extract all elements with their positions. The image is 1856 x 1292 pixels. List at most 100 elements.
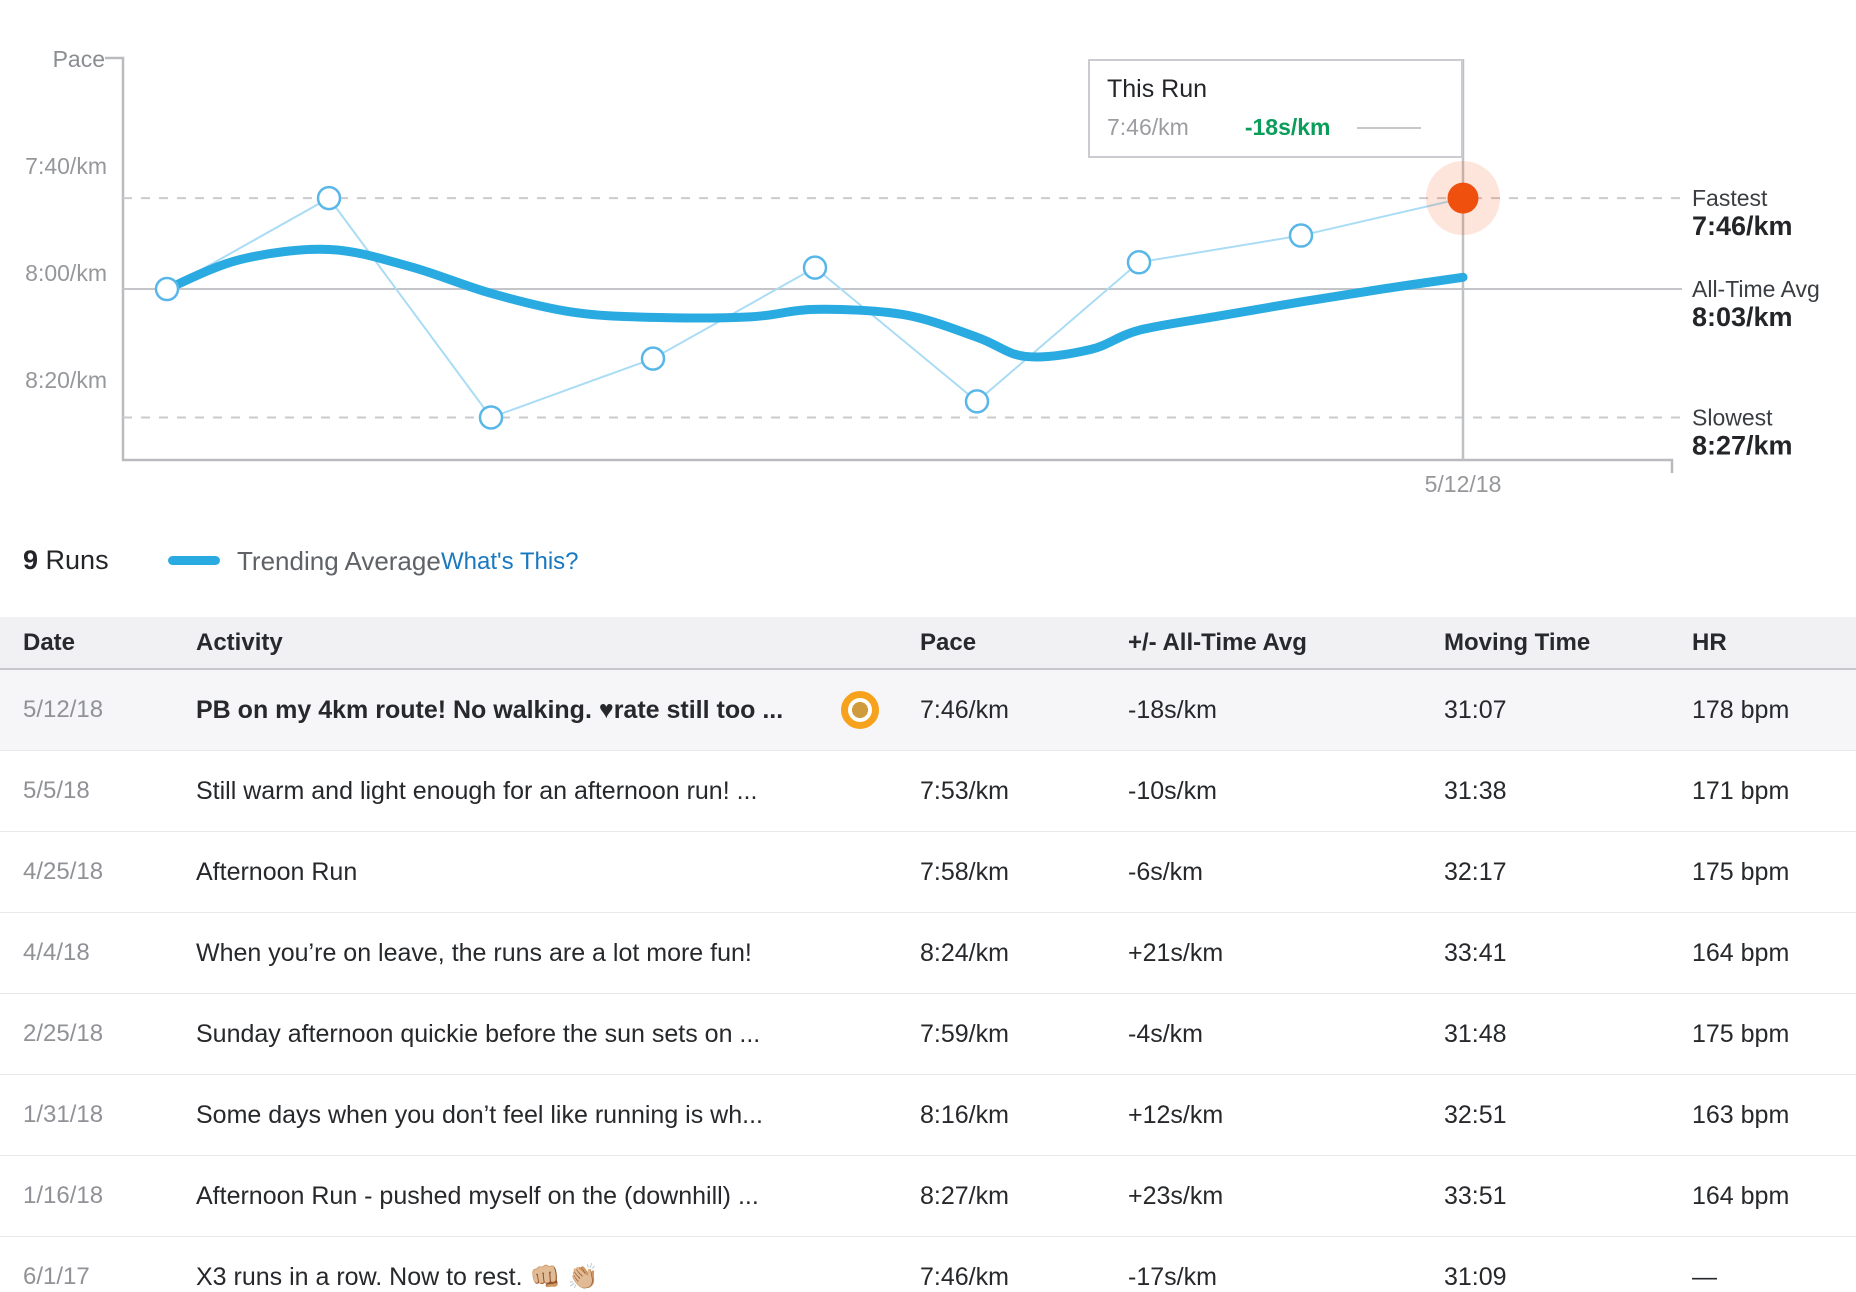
highlighted-run-point[interactable] xyxy=(1447,182,1479,214)
run-point[interactable] xyxy=(640,346,666,371)
run-hr: 175 bpm xyxy=(1669,993,1856,1075)
run-pace: 7:59/km xyxy=(897,993,1105,1075)
run-delta-all-time-avg: -17s/km xyxy=(1105,1236,1421,1292)
run-point[interactable] xyxy=(1126,250,1152,275)
ref-label-name: Fastest xyxy=(1692,185,1768,211)
column-header-activity: Activity xyxy=(173,617,897,670)
column-header-all-time-avg: +/- All-Time Avg xyxy=(1105,617,1421,670)
run-date: 5/5/18 xyxy=(0,750,173,832)
run-activity-title: Still warm and light enough for an after… xyxy=(196,776,758,805)
run-point[interactable] xyxy=(964,389,990,414)
run-activity: Afternoon Run - pushed myself on the (do… xyxy=(173,1155,897,1237)
run-point[interactable] xyxy=(1288,223,1314,248)
column-header-pace: Pace xyxy=(897,617,1105,670)
run-delta-all-time-avg: -6s/km xyxy=(1105,831,1421,913)
run-moving-time: 31:09 xyxy=(1421,1236,1669,1292)
runs-table: Date Activity Pace +/- All-Time Avg Movi… xyxy=(0,617,1856,1292)
run-date: 2/25/18 xyxy=(0,993,173,1075)
y-axis-tick-label: 8:20/km xyxy=(25,367,107,393)
runs-table-body: 5/12/18 PB on my 4km route! No walking. ♥… xyxy=(0,669,1856,1292)
run-moving-time: 31:38 xyxy=(1421,750,1669,832)
run-date: 4/25/18 xyxy=(0,831,173,913)
run-pace: 8:16/km xyxy=(897,1074,1105,1156)
column-header-moving-time: Moving Time xyxy=(1421,617,1669,670)
runs-count-number: 9 xyxy=(23,545,39,575)
run-activity: Sunday afternoon quickie before the sun … xyxy=(173,993,897,1075)
run-date: 1/16/18 xyxy=(0,1155,173,1237)
run-pace: 7:58/km xyxy=(897,831,1105,913)
trending-average-line xyxy=(162,244,1468,362)
run-pace: 8:27/km xyxy=(897,1155,1105,1237)
run-point[interactable] xyxy=(478,405,504,430)
run-hr: — xyxy=(1669,1236,1856,1292)
run-hr: 164 bpm xyxy=(1669,912,1856,994)
run-activity: When you’re on leave, the runs are a lot… xyxy=(173,912,897,994)
run-moving-time: 32:17 xyxy=(1421,831,1669,913)
table-row[interactable]: 1/16/18 Afternoon Run - pushed myself on … xyxy=(0,1155,1856,1237)
pace-trend-chart: Fastest 7:46/km All-Time Avg 8:03/km Slowest… xyxy=(0,0,1856,520)
chart-axes xyxy=(105,56,1674,473)
whats-this-link[interactable]: What's This? xyxy=(441,548,579,575)
run-activity: Some days when you don’t feel like runni… xyxy=(173,1074,897,1156)
personal-best-badge-icon xyxy=(841,691,879,729)
run-hr: 175 bpm xyxy=(1669,831,1856,913)
table-row[interactable]: 6/1/17 X3 runs in a row. Now to rest. 👊🏼 … xyxy=(0,1236,1856,1292)
y-axis-tick-label: 7:40/km xyxy=(25,153,107,179)
run-activity-title: Sunday afternoon quickie before the sun … xyxy=(196,1019,761,1048)
table-row[interactable]: 5/5/18 Still warm and light enough for an… xyxy=(0,750,1856,832)
chart-legend: 9 Runs Trending Average What's This? xyxy=(0,537,1856,585)
run-point[interactable] xyxy=(154,276,180,302)
run-point[interactable] xyxy=(316,185,342,211)
run-moving-time: 32:51 xyxy=(1421,1074,1669,1156)
y-axis-tick-label: 8:00/km xyxy=(25,260,107,286)
run-moving-time: 31:07 xyxy=(1421,669,1669,751)
ref-label-value: 7:46/km xyxy=(1692,211,1793,241)
table-row[interactable]: 5/12/18 PB on my 4km route! No walking. ♥… xyxy=(0,669,1856,751)
run-moving-time: 31:48 xyxy=(1421,993,1669,1075)
tooltip-delta: -18s/km xyxy=(1244,114,1331,140)
table-row[interactable]: 2/25/18 Sunday afternoon quickie before t… xyxy=(0,993,1856,1075)
run-date: 5/12/18 xyxy=(0,669,173,751)
this-run-tooltip: This Run 7:46/km -18s/km xyxy=(1088,59,1463,158)
run-activity-title: Afternoon Run - pushed myself on the (do… xyxy=(196,1181,759,1210)
table-row[interactable]: 4/4/18 When you’re on leave, the runs are… xyxy=(0,912,1856,994)
run-moving-time: 33:41 xyxy=(1421,912,1669,994)
run-date: 6/1/17 xyxy=(0,1236,173,1292)
run-pace: 8:24/km xyxy=(897,912,1105,994)
run-delta-all-time-avg: +23s/km xyxy=(1105,1155,1421,1237)
run-pace: 7:46/km xyxy=(897,1236,1105,1292)
run-activity-title: Afternoon Run xyxy=(196,857,358,886)
y-axis-title: Pace xyxy=(52,46,105,72)
table-header-row: Date Activity Pace +/- All-Time Avg Movi… xyxy=(0,617,1856,670)
column-header-date: Date xyxy=(0,617,173,670)
table-row[interactable]: 4/25/18 Afternoon Run 7:58/km -6s/km 32:17 17… xyxy=(0,831,1856,913)
run-hr: 178 bpm xyxy=(1669,669,1856,751)
run-activity-title: PB on my 4km route! No walking. ♥rate st… xyxy=(196,695,784,724)
trending-average-swatch xyxy=(168,556,220,565)
runs-count: 9 Runs xyxy=(23,545,109,576)
ref-label-value: 8:27/km xyxy=(1692,430,1793,460)
run-hr: 163 bpm xyxy=(1669,1074,1856,1156)
x-axis-tick-label: 5/12/18 xyxy=(1425,471,1502,497)
run-pace: 7:53/km xyxy=(897,750,1105,832)
run-delta-all-time-avg: +21s/km xyxy=(1105,912,1421,994)
runs-count-label: Runs xyxy=(45,545,109,575)
tooltip-pace: 7:46/km xyxy=(1107,114,1189,140)
run-point[interactable] xyxy=(802,255,828,280)
run-activity-title: When you’re on leave, the runs are a lot… xyxy=(196,938,752,967)
run-activity: Still warm and light enough for an after… xyxy=(173,750,897,832)
run-pace: 7:46/km xyxy=(897,669,1105,751)
ref-label-name: All-Time Avg xyxy=(1692,276,1820,302)
column-header-hr: HR xyxy=(1669,617,1856,670)
run-activity: X3 runs in a row. Now to rest. 👊🏼 👏🏼 xyxy=(173,1236,897,1292)
run-activity: Afternoon Run xyxy=(173,831,897,913)
run-hr: 171 bpm xyxy=(1669,750,1856,832)
run-delta-all-time-avg: -18s/km xyxy=(1105,669,1421,751)
ref-label-value: 8:03/km xyxy=(1692,302,1793,332)
table-row[interactable]: 1/31/18 Some days when you don’t feel lik… xyxy=(0,1074,1856,1156)
run-hr: 164 bpm xyxy=(1669,1155,1856,1237)
run-activity-title: X3 runs in a row. Now to rest. 👊🏼 👏🏼 xyxy=(196,1262,599,1291)
run-delta-all-time-avg: +12s/km xyxy=(1105,1074,1421,1156)
